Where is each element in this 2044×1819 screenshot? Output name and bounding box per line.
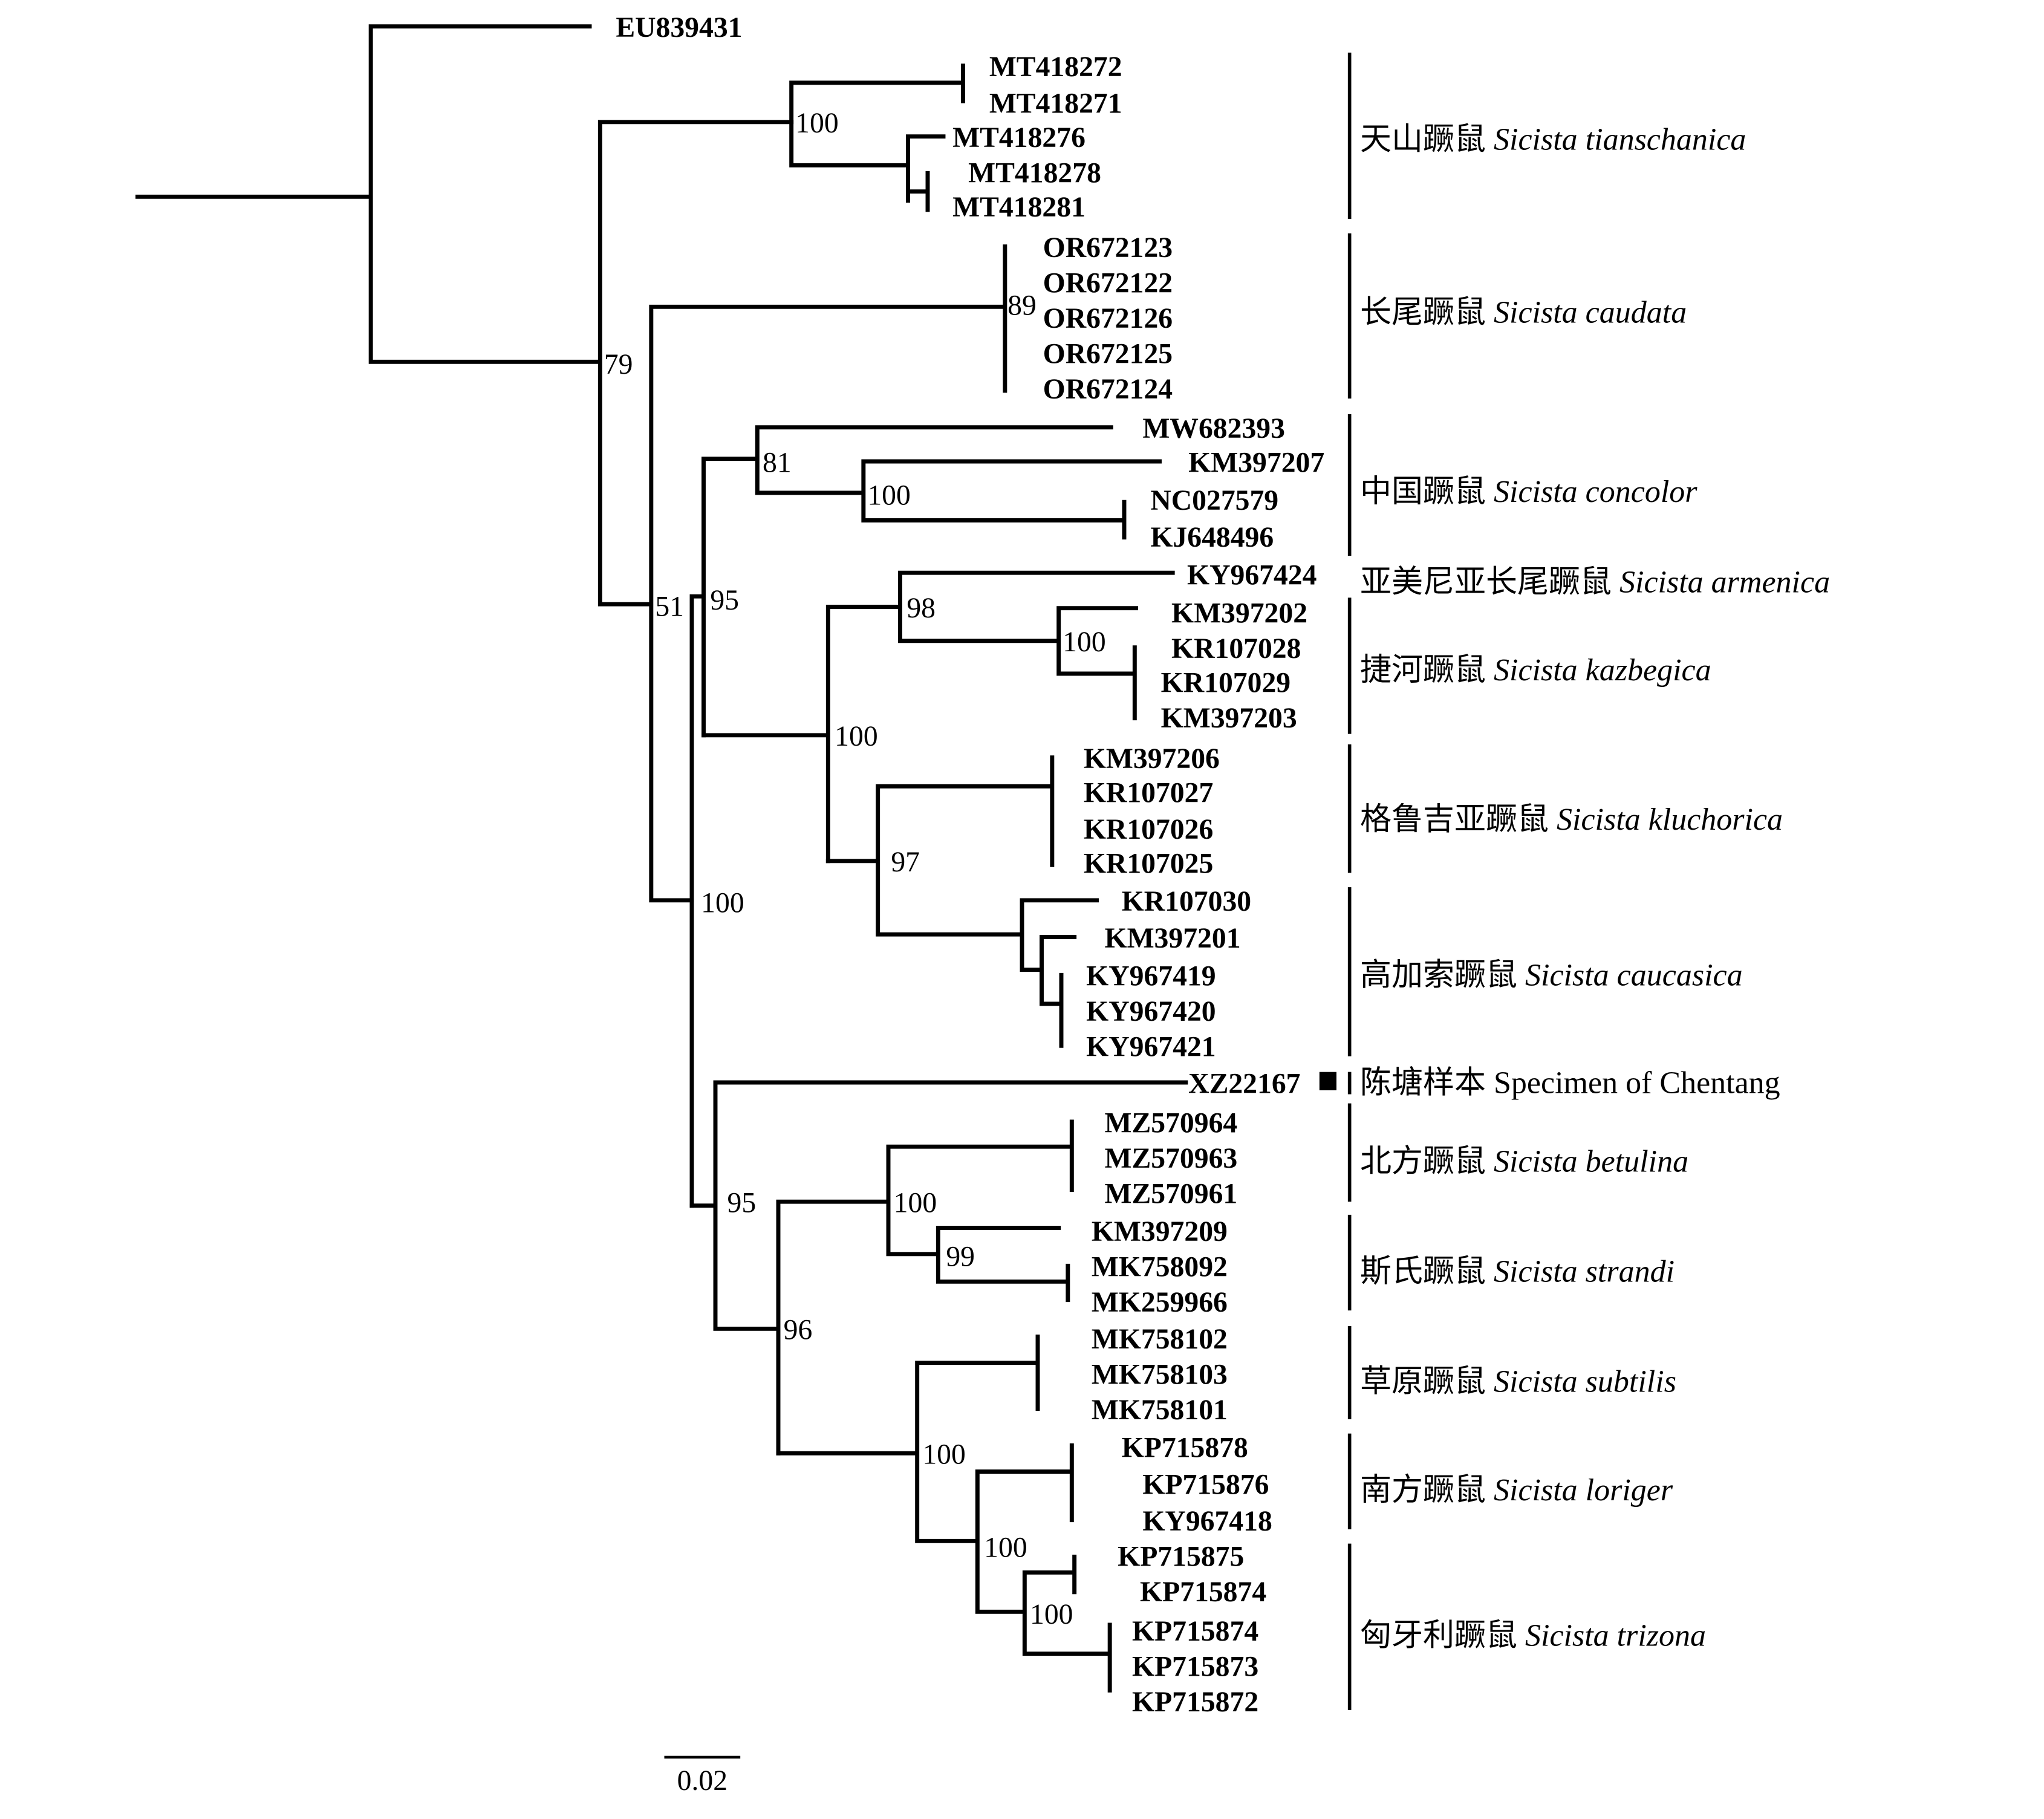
clade-label-subtilis: 草原蹶鼠 Sicista subtilis (1360, 1364, 1676, 1399)
clade-label-trizona: 匈牙利蹶鼠 Sicista trizona (1360, 1619, 1706, 1653)
tip-label: KY967420 (1086, 996, 1216, 1027)
tip-label: MZ570964 (1105, 1107, 1238, 1139)
tip-label: KY967418 (1142, 1506, 1272, 1537)
scale-bar-label: 0.02 (677, 1765, 727, 1797)
clade-label-caudata: 长尾蹶鼠 Sicista caudata (1360, 295, 1687, 330)
tip-label: MK259966 (1092, 1287, 1228, 1318)
support-value: 81 (763, 447, 792, 478)
tip-label: KM397202 (1171, 598, 1307, 630)
support-value: 100 (867, 480, 910, 511)
tip-label: MW682393 (1142, 413, 1285, 444)
tip-label: KY967419 (1086, 961, 1216, 992)
tip-label: KY967421 (1086, 1032, 1216, 1063)
clade-label-kazbegica: 捷河蹶鼠 Sicista kazbegica (1360, 653, 1711, 688)
tip-label: XZ22167 (1188, 1068, 1300, 1099)
tip-label: KR107028 (1171, 633, 1301, 665)
support-value: 98 (906, 593, 936, 624)
clade-label-tianschanica: 天山蹶鼠 Sicista tianschanica (1360, 122, 1746, 157)
tip-label: KP715875 (1118, 1541, 1244, 1573)
tip-label: MT418278 (968, 158, 1101, 189)
tip-label: MT418276 (952, 122, 1085, 154)
clade-label-concolor: 中国蹶鼠 Sicista concolor (1360, 475, 1697, 509)
clade-label-loriger: 南方蹶鼠 Sicista loriger (1360, 1473, 1673, 1508)
tip-label: KM397209 (1092, 1216, 1228, 1248)
tip-label: KP715874 (1132, 1616, 1258, 1647)
tip-label: MK758102 (1092, 1324, 1228, 1355)
tip-label: KM397206 (1084, 743, 1220, 775)
clade-labels: 天山蹶鼠 Sicista tianschanica 长尾蹶鼠 Sicista c… (1360, 122, 1830, 1653)
tip-label: MK758092 (1092, 1252, 1228, 1283)
tip-label: KM397207 (1188, 447, 1324, 478)
tip-label: MT418271 (989, 88, 1122, 120)
tree-branches (135, 24, 1188, 1693)
tip-label: KM397203 (1161, 703, 1297, 734)
tip-label: MK758103 (1092, 1359, 1228, 1390)
tip-label: KP715872 (1132, 1687, 1258, 1718)
clade-label-chentang: 陈塘样本 Specimen of Chentang (1360, 1066, 1780, 1100)
support-value: 100 (1063, 626, 1105, 658)
tip-label: KR107025 (1084, 848, 1213, 879)
support-value: 97 (891, 847, 920, 878)
support-value: 100 (984, 1532, 1027, 1563)
clade-label-betulina: 北方蹶鼠 Sicista betulina (1360, 1144, 1688, 1179)
support-value: 89 (1007, 290, 1037, 321)
tip-label: KR107026 (1084, 814, 1213, 845)
tip-label: OR672122 (1043, 268, 1173, 299)
tip-label: MZ570961 (1105, 1178, 1238, 1209)
tip-label: KJ648496 (1150, 522, 1274, 553)
tip-label: MZ570963 (1105, 1143, 1238, 1174)
tip-label: KY967424 (1187, 560, 1317, 591)
support-value: 95 (727, 1188, 756, 1219)
tip-label: KP715873 (1132, 1651, 1258, 1683)
tip-label: MK758101 (1092, 1394, 1228, 1426)
support-value: 100 (894, 1188, 937, 1219)
tip-label: OR672124 (1043, 374, 1173, 405)
tip-label: KP715878 (1122, 1433, 1248, 1464)
clade-label-caucasica: 高加索蹶鼠 Sicista caucasica (1360, 958, 1743, 993)
clade-label-kluchorica: 格鲁吉亚蹶鼠 Sicista kluchorica (1360, 802, 1783, 837)
support-value: 100 (922, 1439, 965, 1471)
tip-label: KP715874 (1140, 1577, 1266, 1608)
tip-label: KP715876 (1142, 1469, 1269, 1500)
tip-label: KM397201 (1105, 923, 1241, 954)
tip-label: OR672126 (1043, 303, 1173, 334)
tip-labels: EU839431 MT418272 MT418271 MT418276 MT41… (616, 12, 1336, 1718)
tip-label: OR672125 (1043, 338, 1173, 369)
support-value: 95 (710, 585, 739, 616)
tip-label: KR107027 (1084, 777, 1213, 809)
support-value: 100 (1030, 1599, 1073, 1630)
tip-label: KR107030 (1122, 886, 1251, 917)
support-value: 96 (784, 1315, 813, 1346)
tip-label: MT418281 (952, 192, 1085, 223)
clade-label-strandi: 斯氏蹶鼠 Sicista strandi (1360, 1254, 1675, 1289)
tip-label: KR107029 (1161, 667, 1291, 698)
tip-label: EU839431 (616, 12, 742, 44)
clade-label-armenica: 亚美尼亚长尾蹶鼠 Sicista armenica (1360, 565, 1830, 600)
support-value: 100 (835, 721, 877, 752)
scale-bar: 0.02 (664, 1756, 741, 1797)
tip-label: NC027579 (1150, 485, 1278, 516)
support-value: 100 (795, 108, 838, 139)
support-value: 99 (946, 1241, 975, 1272)
support-value: 51 (655, 591, 684, 623)
tip-label: OR672123 (1043, 232, 1173, 264)
support-values: 100 89 79 81 100 51 95 98 100 100 97 100… (604, 108, 1106, 1630)
specimen-marker-icon (1319, 1072, 1336, 1090)
support-value: 79 (604, 349, 633, 380)
support-value: 100 (701, 887, 744, 919)
tip-label: MT418272 (989, 51, 1122, 83)
